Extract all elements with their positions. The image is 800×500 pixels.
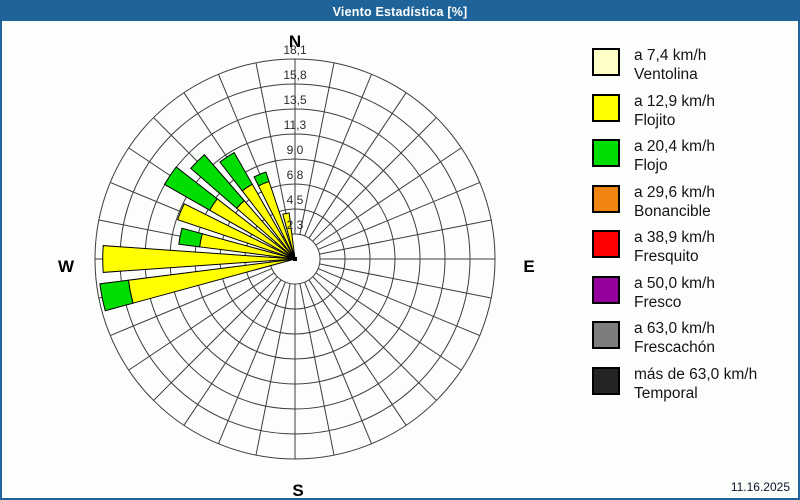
legend-category: Bonancible [634,203,711,220]
wind-rose-petal-flojito [102,245,296,273]
legend-speed: a 63,0 km/h [634,320,715,337]
polar-grid-spoke [312,276,437,401]
wind-rose-petal-flojito [177,203,296,260]
legend-speed: a 29,6 km/h [634,184,715,201]
radial-tick-label: 13,5 [283,93,307,107]
compass-label-west: W [57,257,75,276]
wind-rose-petal-flojo [178,227,203,248]
radial-tick-label: 15,8 [283,68,307,82]
polar-grid-spoke [308,279,407,426]
compass-label-east: E [523,257,535,276]
polar-grid-spoke [319,219,492,255]
polar-grid-spoke [317,268,480,336]
radial-tick-label: 6,8 [286,168,304,182]
legend-color-swatch [592,185,620,213]
polar-grid-spoke [299,283,335,456]
legend-color-swatch [592,139,620,167]
legend-speed: a 7,4 km/h [634,47,707,64]
compass-label-south: S [292,481,304,500]
radial-tick-label: 2,3 [286,218,304,232]
wind-rose-petal-flojito [282,212,296,260]
polar-grid-spoke [315,272,462,371]
legend-color-swatch [592,367,620,395]
polar-grid-spoke [153,276,278,401]
wind-rose-petal-flojo [163,166,218,211]
legend-color-swatch [592,48,620,76]
legend-speed: a 20,4 km/h [634,138,715,155]
radial-tick-label: 4,5 [286,193,304,207]
legend-category: Fresquito [634,248,699,265]
wind-rose-petal-flojo [253,171,270,187]
legend-category: Flojo [634,157,668,174]
legend-color-swatch [592,321,620,349]
polar-grid-spoke [319,263,492,299]
legend-category: Flojito [634,112,676,129]
window-titlebar[interactable]: Viento Estadística [%] [2,2,798,21]
legend-category: Temporal [634,385,698,402]
polar-grid-spoke [304,281,372,444]
polar-grid-spoke [304,74,372,237]
legend-speed: a 38,9 km/h [634,229,715,246]
polar-grid-spoke [128,272,275,371]
polar-grid-spoke [218,281,286,444]
legend-color-swatch [592,230,620,258]
radial-tick-label: 18,1 [283,43,307,57]
radial-tick-label: 11,3 [283,118,307,132]
wind-speed-legend: a 7,4 km/h Ventolina a 12,9 km/h Flojito a… [592,2,797,498]
legend-color-swatch [592,94,620,122]
polar-grid-spoke [183,279,282,426]
polar-grid-spoke [299,62,335,235]
polar-grid-spoke [255,283,291,456]
legend-color-swatch [592,276,620,304]
radial-tick-label: 9,0 [286,143,304,157]
legend-speed: más de 63,0 km/h [634,366,758,383]
legend-speed: a 12,9 km/h [634,93,715,110]
compass-label-north: N [288,32,302,51]
status-date: 11.16.2025 [730,480,790,494]
polar-grid-spoke [255,62,291,235]
polar-grid-spoke [312,117,437,242]
wind-rose-petal-flojo [219,151,253,192]
polar-grid-spoke [110,268,273,336]
window-title: Viento Estadística [%] [332,4,468,19]
polar-grid-spoke [315,147,462,246]
rose-center-dot [293,257,297,261]
legend-category: Fresco [634,294,682,311]
polar-grid-spoke [317,182,480,250]
legend-category: Ventolina [634,66,698,83]
wind-rose-petal-flojo [99,279,134,312]
legend-category: Frescachón [634,339,715,356]
legend-speed: a 50,0 km/h [634,275,715,292]
wind-rose-petal-flojo [190,154,245,209]
polar-grid-spoke [308,92,407,239]
